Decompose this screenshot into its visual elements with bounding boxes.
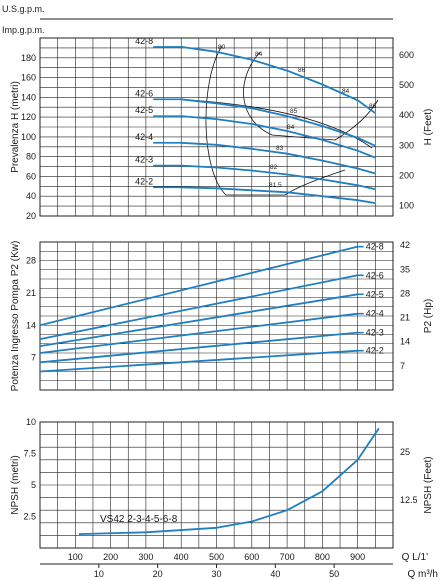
power-y2-tick-label: 7 (400, 361, 405, 371)
head-y-axis-title: Prevalenza H (metri) (10, 81, 21, 173)
power-curve-42-8 (39, 245, 358, 327)
head-y2-tick-label: 600 (399, 50, 414, 60)
power-y-axis-title: Potenza Ingresso Pompa P2 (Kw) (10, 241, 21, 392)
x-axis-title-lpm: Q L/1' (402, 552, 428, 563)
power-curve-label: 42-5 (366, 289, 384, 299)
x-tick-label-lpm: 600 (244, 552, 259, 562)
head-curve-42-5 (181, 115, 376, 159)
plot-frame (39, 37, 394, 217)
x-tick-label-m3h: 50 (329, 569, 339, 579)
power-y2-tick-label: 21 (400, 313, 410, 323)
power-curve-label: 42-3 (366, 328, 384, 338)
plot-frame (39, 421, 394, 549)
power-y-tick-label: 21 (26, 288, 36, 298)
x-tick-label-lpm: 400 (174, 552, 189, 562)
head-curve-label: 42-8 (135, 36, 153, 46)
efficiency-label: 86 (369, 103, 377, 110)
power-y2-tick-label: 28 (400, 288, 410, 298)
npsh-y2-tick-label: 12.5 (400, 495, 418, 505)
efficiency-label: 83 (276, 145, 284, 152)
efficiency-label: 82 (270, 164, 278, 171)
efficiency-label: 80 (218, 44, 226, 51)
x-tick-label-lpm: 300 (138, 552, 153, 562)
power-y-tick-label: 28 (26, 256, 36, 266)
power-y2-tick-label: 42 (400, 240, 410, 250)
head-y2-tick-label: 300 (399, 140, 414, 150)
power-y2-tick-label: 14 (400, 337, 410, 347)
npsh-y2-axis-title: NPSH (Feet) (423, 456, 434, 513)
x-tick-label-lpm: 100 (68, 552, 83, 562)
power-curve-42-3 (39, 331, 358, 364)
x-tick-label-lpm: 500 (209, 552, 224, 562)
npsh-curve (78, 427, 380, 535)
head-curve-42-4 (181, 141, 376, 175)
head-y2-tick-label: 200 (399, 170, 414, 180)
x-tick-label-m3h: 40 (270, 569, 280, 579)
npsh-y-tick-label: 7.5 (23, 449, 36, 459)
efficiency-label: 86 (298, 67, 306, 74)
power-y-tick-label: 7 (31, 353, 36, 363)
x-tick-label-m3h: 30 (211, 569, 221, 579)
npsh-y-tick-label: 10 (26, 417, 36, 427)
x-axis-title-m3h: Q m³/h (407, 569, 438, 580)
head-y2-axis-title: H (Feet) (423, 109, 434, 146)
power-curve-label: 42-2 (366, 346, 384, 356)
head-y-tick-label: 100 (21, 132, 36, 142)
power-curve-label: 42-8 (366, 242, 384, 252)
efficiency-label: 84 (342, 88, 350, 95)
power-curve-42-5 (39, 293, 358, 347)
x-tick-label-lpm: 800 (315, 552, 330, 562)
npsh-grid (39, 421, 394, 549)
impgpm-axis-label: Imp.g.p.m. (2, 25, 45, 35)
power-y-tick-label: 14 (26, 320, 36, 330)
npsh-y-tick-label: 2.5 (23, 512, 36, 522)
head-y-tick-label: 40 (26, 191, 36, 201)
efficiency-label: 85 (290, 108, 298, 115)
usgpm-axis-label: U.S.g.p.m. (2, 4, 45, 14)
x-tick-label-lpm: 900 (350, 552, 365, 562)
power-curve-42-4 (39, 312, 358, 354)
power-y2-tick-label: 35 (400, 264, 410, 274)
npsh-y-axis-title: NPSH (metri) (10, 455, 21, 514)
head-y-tick-label: 80 (26, 152, 36, 162)
power-curve-label: 42-4 (366, 309, 384, 319)
head-y2-tick-label: 100 (399, 201, 414, 211)
x-tick-label-lpm: 700 (280, 552, 295, 562)
head-curve-label: 42-4 (135, 132, 153, 142)
head-y-tick-label: 140 (21, 92, 36, 102)
head-y2-tick-label: 500 (399, 80, 414, 90)
efficiency-contour-outer (205, 45, 346, 196)
head-y-tick-label: 120 (21, 112, 36, 122)
x-tick-label-m3h: 20 (153, 569, 163, 579)
npsh-y2-tick-label: 25 (400, 447, 410, 457)
head-curve-42-6 (181, 98, 376, 147)
head-curve-42-2 (181, 186, 376, 204)
head-grid (39, 37, 394, 217)
head-curve-label: 42-5 (135, 105, 153, 115)
npsh-series-annotation: VS42 2-3-4-5-6-8 (100, 514, 178, 525)
efficiency-label: 84 (287, 124, 295, 131)
head-y-tick-label: 160 (21, 73, 36, 83)
head-curve-42-3 (181, 164, 376, 191)
head-y-tick-label: 60 (26, 171, 36, 181)
head-curve-label: 42-2 (135, 176, 153, 186)
x-tick-label-m3h: 10 (94, 569, 104, 579)
power-curve-42-2 (39, 349, 358, 373)
power-curve-42-6 (39, 274, 358, 340)
x-tick-label-lpm: 200 (103, 552, 118, 562)
head-y2-tick-label: 400 (399, 110, 414, 120)
power-curve-label: 42-6 (366, 270, 384, 280)
head-curve-42-8 (181, 46, 376, 114)
efficiency-contour-inner (243, 51, 379, 141)
npsh-y-tick-label: 5 (31, 480, 36, 490)
head-y-tick-label: 20 (26, 211, 36, 221)
power-y2-axis-title: P2 (Hp) (423, 299, 434, 333)
head-curve-label: 42-3 (135, 155, 153, 165)
plot-frame (39, 241, 394, 391)
efficiency-label: 81,5 (269, 182, 282, 189)
head-curve-label: 42-6 (135, 88, 153, 98)
head-y-tick-label: 180 (21, 53, 36, 63)
efficiency-label: 84 (255, 51, 263, 58)
